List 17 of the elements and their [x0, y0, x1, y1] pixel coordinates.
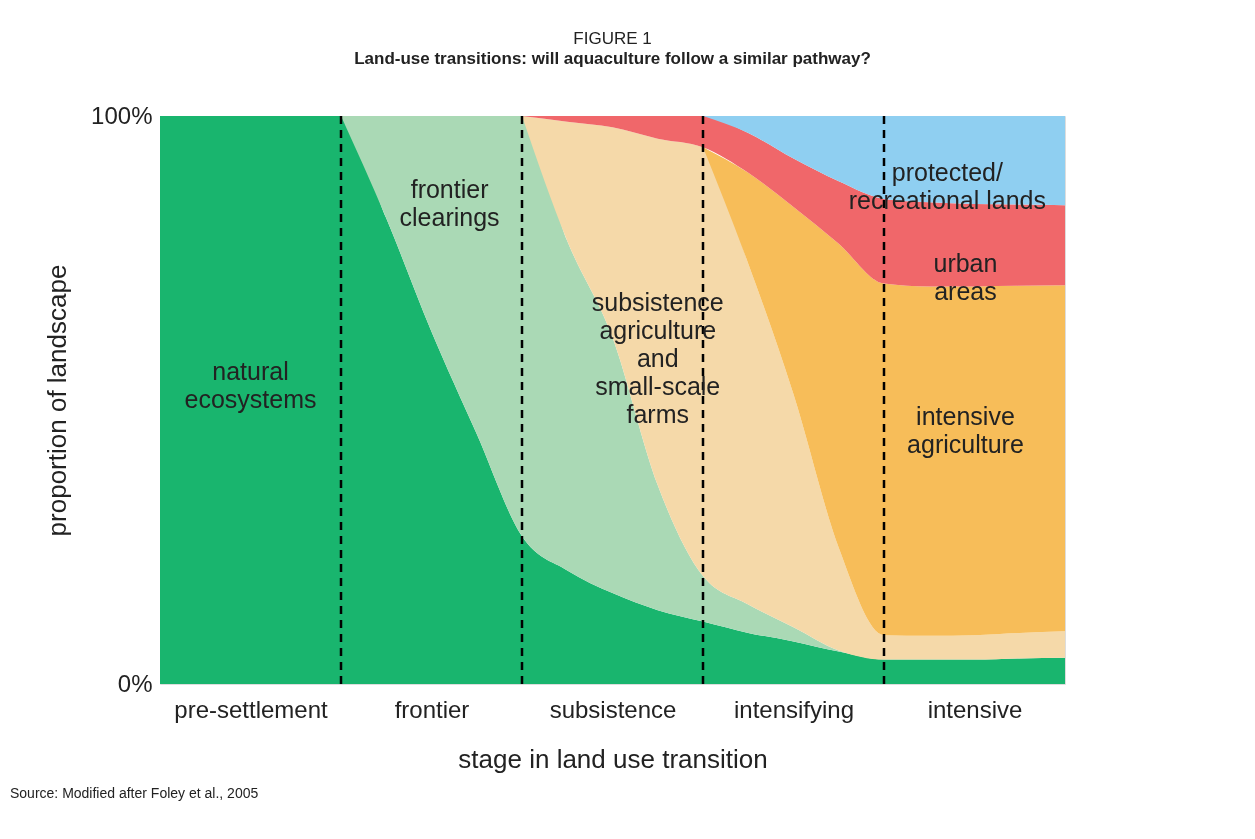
x-tick-label: subsistence [549, 695, 677, 723]
annotation: natural ecosystems [184, 356, 317, 413]
chart-title: FIGURE 1 [573, 29, 652, 48]
x-axis-title: stage in land use transition [458, 743, 768, 774]
y-axis-title: proportion of landscape [42, 264, 73, 537]
annotation: urban areas [933, 248, 998, 305]
x-tick-label: pre-settlement [174, 695, 329, 723]
y-tick-label: 100% [91, 101, 153, 129]
x-tick-label: intensifying [733, 695, 855, 723]
chart-subtitle: Land-use transitions: will aquaculture follow a similar pathway? [354, 49, 871, 68]
annotation: intensive agriculture [907, 402, 1024, 459]
annotation: subsistence agriculture and small-scale farms [591, 288, 724, 429]
x-tick-label: intensive [927, 695, 1023, 723]
source-note: Source: Modified after Foley et al., 2005 [10, 785, 259, 801]
x-tick-label: frontier [394, 695, 470, 723]
annotation: frontier clearings [399, 174, 500, 231]
y-tick-label: 0% [117, 669, 153, 697]
